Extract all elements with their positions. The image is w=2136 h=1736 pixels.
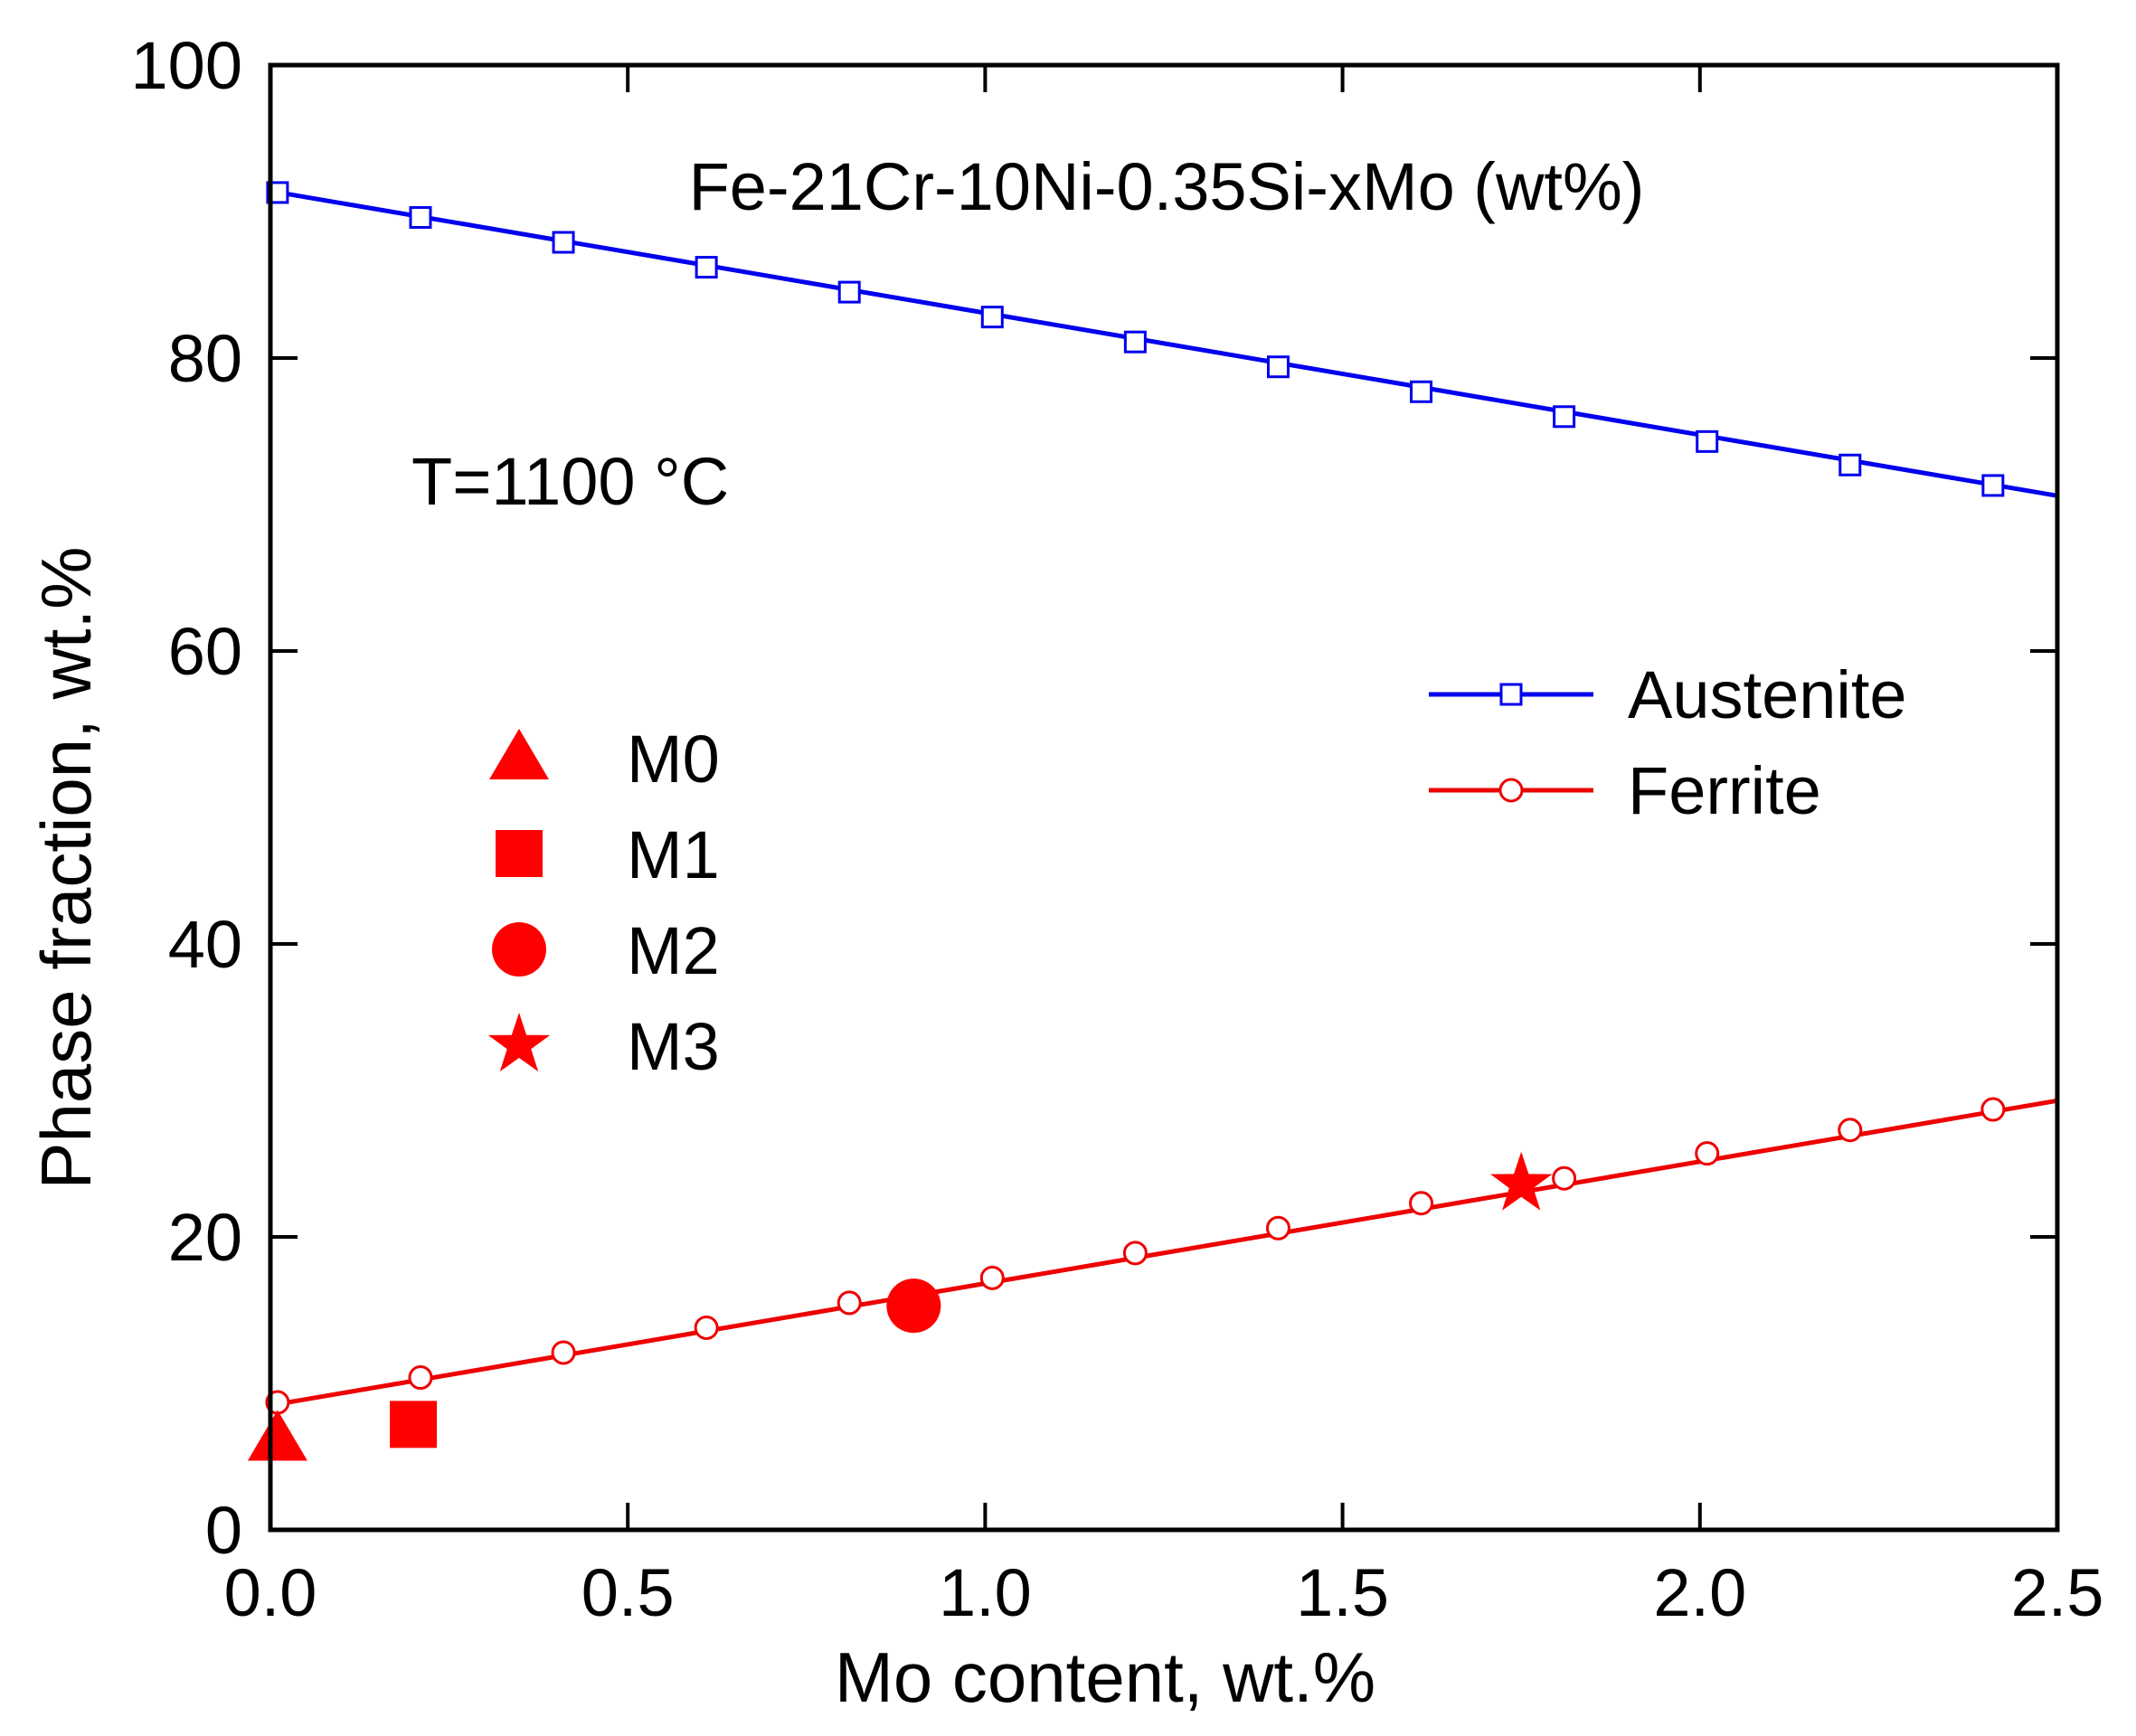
m0-legend-label: M0 — [627, 722, 720, 797]
m1-point — [390, 1401, 438, 1448]
austenite-legend-marker — [1499, 683, 1523, 706]
austenite-marker — [1123, 330, 1147, 354]
ferrite-marker — [1695, 1141, 1720, 1166]
austenite-marker — [1981, 474, 2005, 497]
ferrite-marker — [1552, 1165, 1577, 1191]
x-tick-label: 1.5 — [1296, 1555, 1389, 1630]
x-tick-label: 0.0 — [224, 1555, 317, 1630]
y-tick-label: 20 — [168, 1200, 242, 1275]
ferrite-marker — [694, 1315, 719, 1340]
x-tick-label: 2.0 — [1653, 1555, 1746, 1630]
ferrite-line — [269, 1098, 2058, 1408]
y-tick-label: 40 — [168, 907, 242, 982]
y-tick-label: 100 — [131, 28, 242, 103]
chart-title: Fe-21Cr-10Ni-0.35Si-xMo (wt%) — [689, 149, 1645, 224]
m0-legend-symbol — [489, 729, 549, 779]
austenite-marker — [695, 256, 718, 279]
ferrite-legend-marker — [1498, 778, 1524, 803]
x-tick-label: 0.5 — [581, 1555, 675, 1630]
m2-point — [886, 1278, 941, 1334]
austenite-marker — [1553, 405, 1576, 429]
y-tick-label: 60 — [168, 614, 242, 689]
x-axis-title: Mo content, wt.% — [835, 1637, 1375, 1717]
m3-legend-symbol — [487, 1013, 551, 1072]
plot-frame — [268, 62, 2060, 1533]
austenite-marker — [1266, 355, 1290, 379]
m3-point — [1490, 1151, 1553, 1211]
austenite-marker — [1410, 380, 1433, 403]
x-tick-label: 2.5 — [2011, 1555, 2104, 1630]
austenite-marker — [1838, 453, 1862, 476]
y-tick-label: 80 — [168, 321, 242, 396]
ferrite-marker — [1980, 1097, 2006, 1122]
ferrite-marker — [1265, 1215, 1290, 1241]
austenite-marker — [980, 306, 1004, 329]
x-tick-labels: 0.0 0.5 1.0 1.5 2.0 2.5 — [224, 1555, 2104, 1630]
ferrite-marker — [551, 1340, 576, 1365]
ferrite-marker — [1409, 1191, 1434, 1216]
austenite-marker — [409, 205, 432, 229]
ferrite-marker — [1122, 1241, 1148, 1266]
m3-legend-label: M3 — [627, 1009, 720, 1084]
points-legend: M0 M1 M2 M3 — [487, 722, 720, 1084]
m2-legend-symbol — [492, 922, 546, 976]
m1-legend-symbol — [496, 830, 543, 877]
y-tick-label: 0 — [205, 1493, 242, 1568]
x-tick-label: 1.0 — [939, 1555, 1032, 1630]
ferrite-marker — [408, 1365, 433, 1391]
m2-legend-label: M2 — [627, 913, 720, 988]
y-tick-labels: 0 20 40 60 80 100 — [131, 28, 242, 1568]
ferrite-marker — [836, 1290, 862, 1316]
ferrite-marker — [979, 1265, 1005, 1290]
austenite-marker — [837, 280, 861, 304]
austenite-marker — [1696, 429, 1719, 453]
y-axis-title: Phase fraction, wt.% — [26, 547, 106, 1190]
austenite-legend-label: Austenite — [1628, 657, 1907, 732]
series-layer — [265, 181, 2058, 1415]
m0-point — [247, 1410, 307, 1461]
ferrite-marker — [1838, 1118, 1863, 1143]
austenite-marker — [552, 231, 575, 254]
series-legend: Austenite Ferrite — [1429, 657, 1907, 828]
temperature-annotation: T=1100 °C — [411, 444, 729, 519]
ferrite-legend-label: Ferrite — [1628, 753, 1821, 828]
m1-legend-label: M1 — [627, 817, 720, 892]
sample-points — [247, 1151, 1553, 1461]
